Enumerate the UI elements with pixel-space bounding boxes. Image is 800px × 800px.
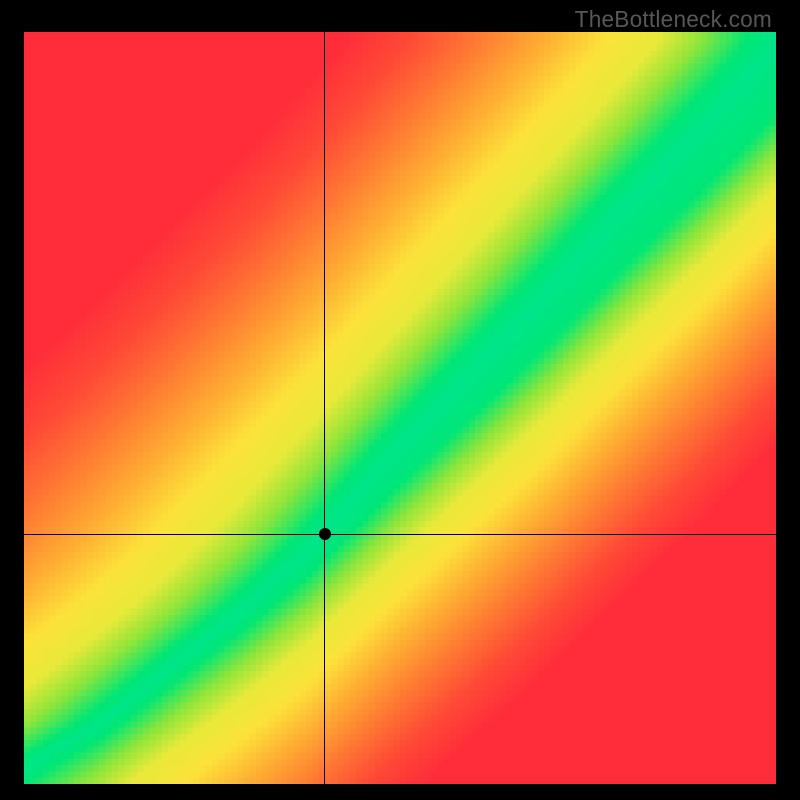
- heatmap-canvas: [24, 32, 776, 784]
- crosshair-horizontal: [24, 534, 776, 535]
- crosshair-vertical: [324, 32, 325, 784]
- chart-frame: TheBottleneck.com: [0, 0, 800, 800]
- watermark-label: TheBottleneck.com: [575, 6, 772, 33]
- heatmap-plot: [24, 32, 776, 784]
